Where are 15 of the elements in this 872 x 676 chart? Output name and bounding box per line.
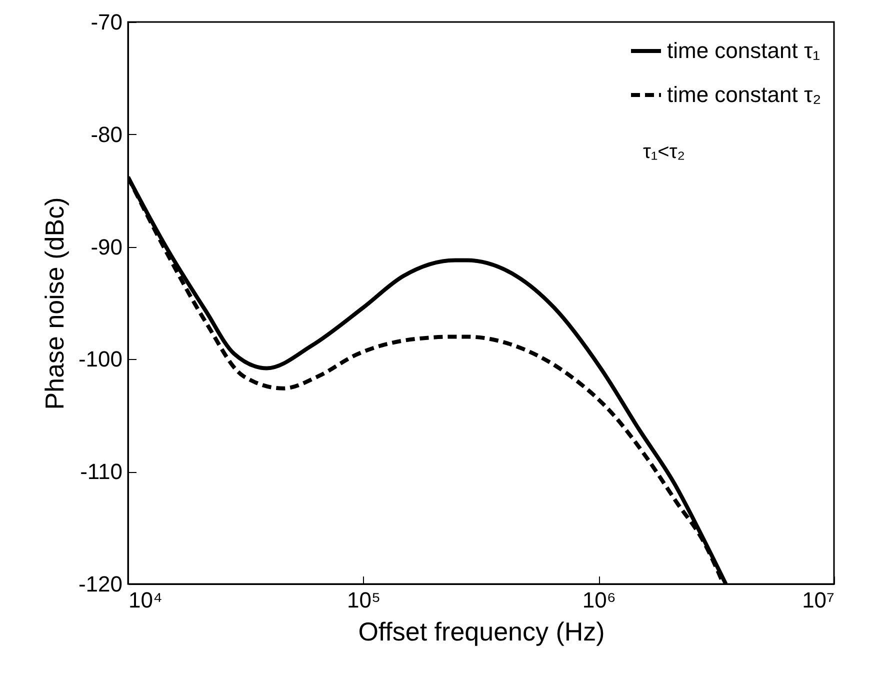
y-tick-label: -110 — [80, 459, 122, 484]
x-axis-title: Offset frequency (Hz) — [358, 616, 605, 646]
y-axis-title: Phase noise (dBc) — [39, 197, 70, 410]
x-tick-label: 10⁵ — [347, 588, 381, 612]
y-tick-label: -100 — [78, 346, 122, 372]
legend-label: time constant τ₁ — [667, 38, 820, 63]
y-tick-label: -90 — [90, 234, 122, 260]
x-tick-label: 10⁴ — [128, 588, 162, 612]
y-tick-label: -80 — [90, 122, 122, 147]
legend-label: time constant τ₂ — [667, 82, 822, 107]
y-tick-label: -120 — [78, 572, 122, 596]
annotation: τ₁<τ₂ — [643, 141, 685, 163]
x-tick-label: 10⁶ — [582, 588, 616, 612]
y-tick-label: -70 — [90, 10, 122, 34]
x-tick-label: 10⁷ — [802, 588, 835, 612]
